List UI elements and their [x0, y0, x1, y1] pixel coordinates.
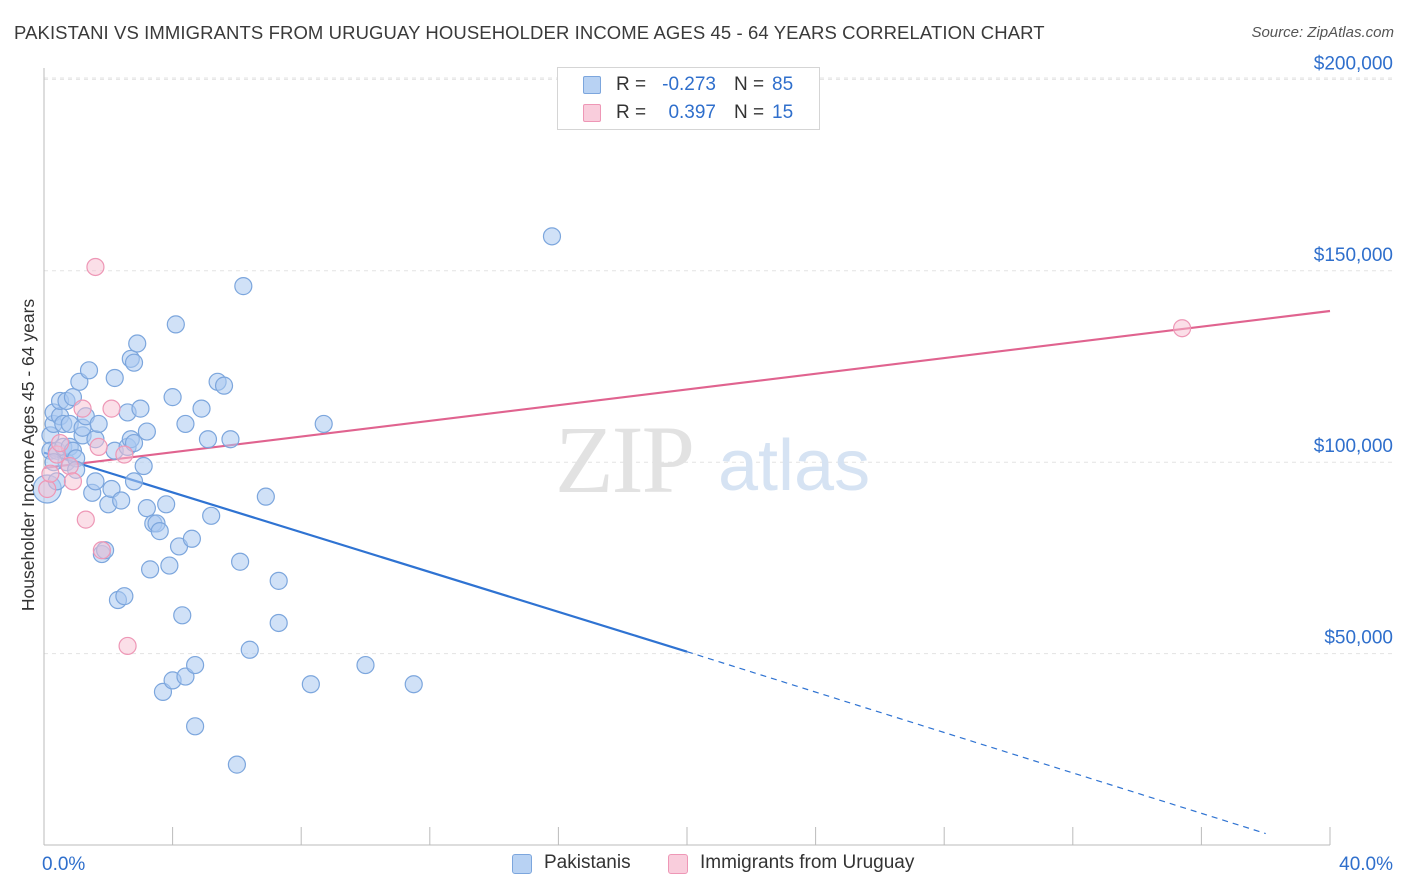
point-pakistanis	[214, 376, 234, 395]
y-axis-label: Householder Income Ages 45 - 64 years	[18, 299, 38, 612]
n-value: 85	[772, 74, 794, 95]
point-uruguay	[89, 437, 108, 456]
point-pakistanis	[542, 227, 562, 246]
point-uruguay	[76, 510, 95, 529]
point-pakistanis	[192, 399, 211, 418]
point-pakistanis	[176, 414, 195, 434]
point-pakistanis	[269, 613, 288, 633]
r-label: R =	[616, 74, 647, 95]
point-pakistanis	[404, 675, 423, 694]
point-pakistanis	[131, 399, 150, 418]
tick-labels: $50,000 $100,000 $150,000 $200,000 0.0% 40.0%	[42, 53, 1393, 875]
point-uruguay	[102, 399, 121, 418]
point-pakistanis	[314, 414, 333, 434]
point-pakistanis	[157, 495, 176, 514]
point-pakistanis	[79, 361, 99, 380]
point-pakistanis	[160, 556, 179, 575]
point-pakistanis	[234, 277, 253, 296]
point-pakistanis	[231, 552, 250, 571]
point-pakistanis	[269, 571, 288, 590]
r-value: 0.397	[668, 102, 716, 123]
watermark-zip: ZIP	[555, 406, 693, 513]
point-pakistanis	[124, 353, 144, 372]
point-pakistanis	[198, 430, 218, 449]
point-pakistanis	[173, 606, 192, 625]
correlation-legend: R = -0.273 N = 85 R = 0.397 N = 15	[557, 67, 820, 130]
pink-swatch-icon	[583, 104, 601, 122]
point-uruguay	[1173, 319, 1192, 338]
trend-line-pakistanis	[43, 451, 688, 653]
watermark: ZIP atlas	[555, 406, 870, 513]
x-tick-label-max: 40.0%	[1339, 854, 1393, 875]
legend-label: Immigrants from Uruguay	[700, 852, 915, 873]
point-uruguay	[115, 445, 134, 464]
source-note: Source: ZipAtlas.com	[1251, 24, 1394, 41]
point-pakistanis	[163, 388, 182, 407]
point-pakistanis	[115, 587, 134, 606]
point-pakistanis	[137, 499, 156, 518]
r-label: R =	[616, 102, 647, 123]
legend-row-uruguay: R = 0.397 N = 15	[558, 100, 819, 128]
point-uruguay	[86, 257, 105, 277]
y-tick-label: $150,000	[1314, 245, 1393, 266]
n-label: N =	[734, 102, 765, 123]
point-uruguay	[118, 636, 137, 656]
point-pakistanis	[134, 456, 153, 476]
point-pakistanis	[186, 655, 205, 675]
point-pakistanis	[86, 472, 105, 491]
point-pakistanis	[356, 655, 375, 675]
point-uruguay	[38, 479, 57, 499]
y-tick-label: $200,000	[1314, 53, 1393, 74]
point-pakistanis	[105, 368, 124, 388]
point-pakistanis	[124, 472, 144, 491]
axes	[43, 68, 1331, 846]
pink-swatch-icon	[668, 854, 688, 874]
point-pakistanis	[221, 430, 240, 449]
r-value: -0.273	[662, 74, 716, 95]
point-pakistanis	[202, 506, 221, 525]
chart-title: PAKISTANI VS IMMIGRANTS FROM URUGUAY HOU…	[14, 22, 1045, 43]
point-uruguay	[92, 541, 111, 560]
y-tick-label: $50,000	[1324, 628, 1393, 649]
point-pakistanis	[166, 315, 185, 334]
point-pakistanis	[150, 522, 169, 541]
data-points	[32, 227, 1192, 774]
point-uruguay	[73, 399, 92, 418]
point-uruguay	[60, 456, 79, 476]
point-pakistanis	[182, 529, 201, 548]
point-pakistanis	[112, 491, 131, 510]
point-pakistanis	[227, 755, 246, 774]
watermark-atlas: atlas	[718, 426, 870, 506]
trend-line-uruguay	[43, 309, 1331, 470]
point-pakistanis	[137, 422, 156, 441]
legend-label: Pakistanis	[544, 852, 631, 873]
point-uruguay	[50, 433, 70, 453]
n-label: N =	[734, 74, 765, 95]
n-value: 15	[772, 102, 794, 123]
trend-lines	[43, 309, 1331, 835]
point-pakistanis	[140, 560, 160, 579]
point-pakistanis	[128, 334, 147, 353]
point-pakistanis	[301, 675, 320, 694]
point-pakistanis	[240, 640, 259, 659]
legend-row-pakistanis: R = -0.273 N = 85	[558, 72, 819, 100]
y-tick-label: $100,000	[1314, 436, 1393, 457]
series-legend: Pakistanis Immigrants from Uruguay	[0, 852, 1406, 878]
point-uruguay	[41, 464, 60, 483]
x-tick-label-min: 0.0%	[42, 854, 85, 875]
point-uruguay	[63, 472, 83, 491]
point-pakistanis	[89, 414, 108, 434]
point-pakistanis	[256, 487, 275, 506]
blue-swatch-icon	[512, 854, 532, 874]
blue-swatch-icon	[583, 76, 601, 94]
trend-line-pakistanis-extension	[686, 651, 1266, 835]
point-pakistanis	[186, 717, 205, 736]
